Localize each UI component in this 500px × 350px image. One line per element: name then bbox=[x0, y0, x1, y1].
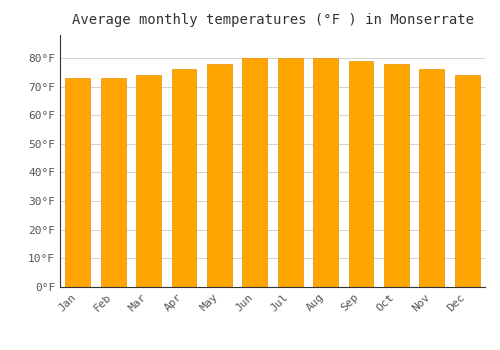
Title: Average monthly temperatures (°F ) in Monserrate: Average monthly temperatures (°F ) in Mo… bbox=[72, 13, 473, 27]
Bar bbox=[242, 58, 267, 287]
Bar bbox=[66, 78, 90, 287]
Bar bbox=[136, 75, 161, 287]
Bar bbox=[455, 75, 479, 287]
Bar bbox=[207, 64, 232, 287]
Bar bbox=[100, 78, 126, 287]
Bar bbox=[172, 69, 196, 287]
Bar bbox=[420, 69, 444, 287]
Bar bbox=[278, 58, 302, 287]
Bar bbox=[313, 58, 338, 287]
Bar bbox=[348, 61, 374, 287]
Bar bbox=[384, 64, 409, 287]
